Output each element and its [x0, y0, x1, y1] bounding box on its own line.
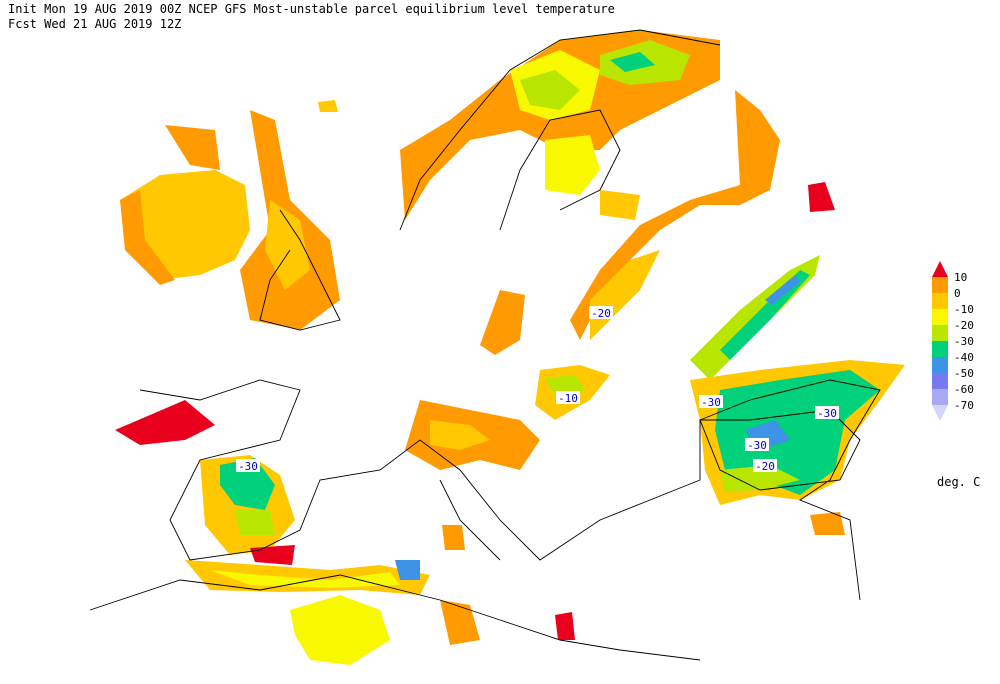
legend-swatch [932, 293, 948, 309]
legend-label: -30 [954, 335, 974, 348]
title-line-1: Init Mon 19 AUG 2019 00Z NCEP GFS Most-u… [8, 2, 615, 16]
legend-swatch [932, 277, 948, 293]
contour-label-bg [699, 395, 723, 408]
contour-label-bg [753, 459, 777, 472]
legend-label: -20 [954, 319, 974, 332]
contour-label: -20 [591, 307, 611, 320]
contour-label: -10 [558, 392, 578, 405]
legend-unit: deg. C [937, 475, 980, 489]
contour-label: -30 [238, 460, 258, 473]
legend-label: -50 [954, 367, 974, 380]
legend-swatch [932, 405, 948, 421]
legend: 10 0 -10 -20 -30 -40 -50 -60 -70 deg. C [932, 261, 980, 489]
field [115, 30, 905, 665]
legend-label: -40 [954, 351, 974, 364]
contour-labels: -30 -20 -10 -30 -30 -30 -20 [236, 306, 839, 473]
legend-label: -60 [954, 383, 974, 396]
legend-swatch [932, 341, 948, 357]
contour-label: -30 [817, 407, 837, 420]
legend-label: 0 [954, 287, 961, 300]
legend-swatch [932, 261, 948, 277]
title-line-2: Fcst Wed 21 AUG 2019 12Z [8, 17, 181, 31]
coastlines [89, 29, 881, 661]
contour-label-bg [815, 406, 839, 419]
legend-swatch [932, 357, 948, 373]
contour-label-bg [745, 438, 769, 451]
contour-label: -30 [701, 396, 721, 409]
contour-label-bg [589, 306, 613, 319]
contour-label-bg [236, 459, 260, 472]
contour-label-bg [556, 391, 580, 404]
contour-label: -20 [755, 460, 775, 473]
legend-swatch [932, 373, 948, 389]
legend-label: -70 [954, 399, 974, 412]
legend-label: -10 [954, 303, 974, 316]
contour-label: -30 [747, 439, 767, 452]
legend-label: 10 [954, 271, 967, 284]
legend-swatch [932, 309, 948, 325]
legend-swatch [932, 325, 948, 341]
legend-swatch [932, 389, 948, 405]
